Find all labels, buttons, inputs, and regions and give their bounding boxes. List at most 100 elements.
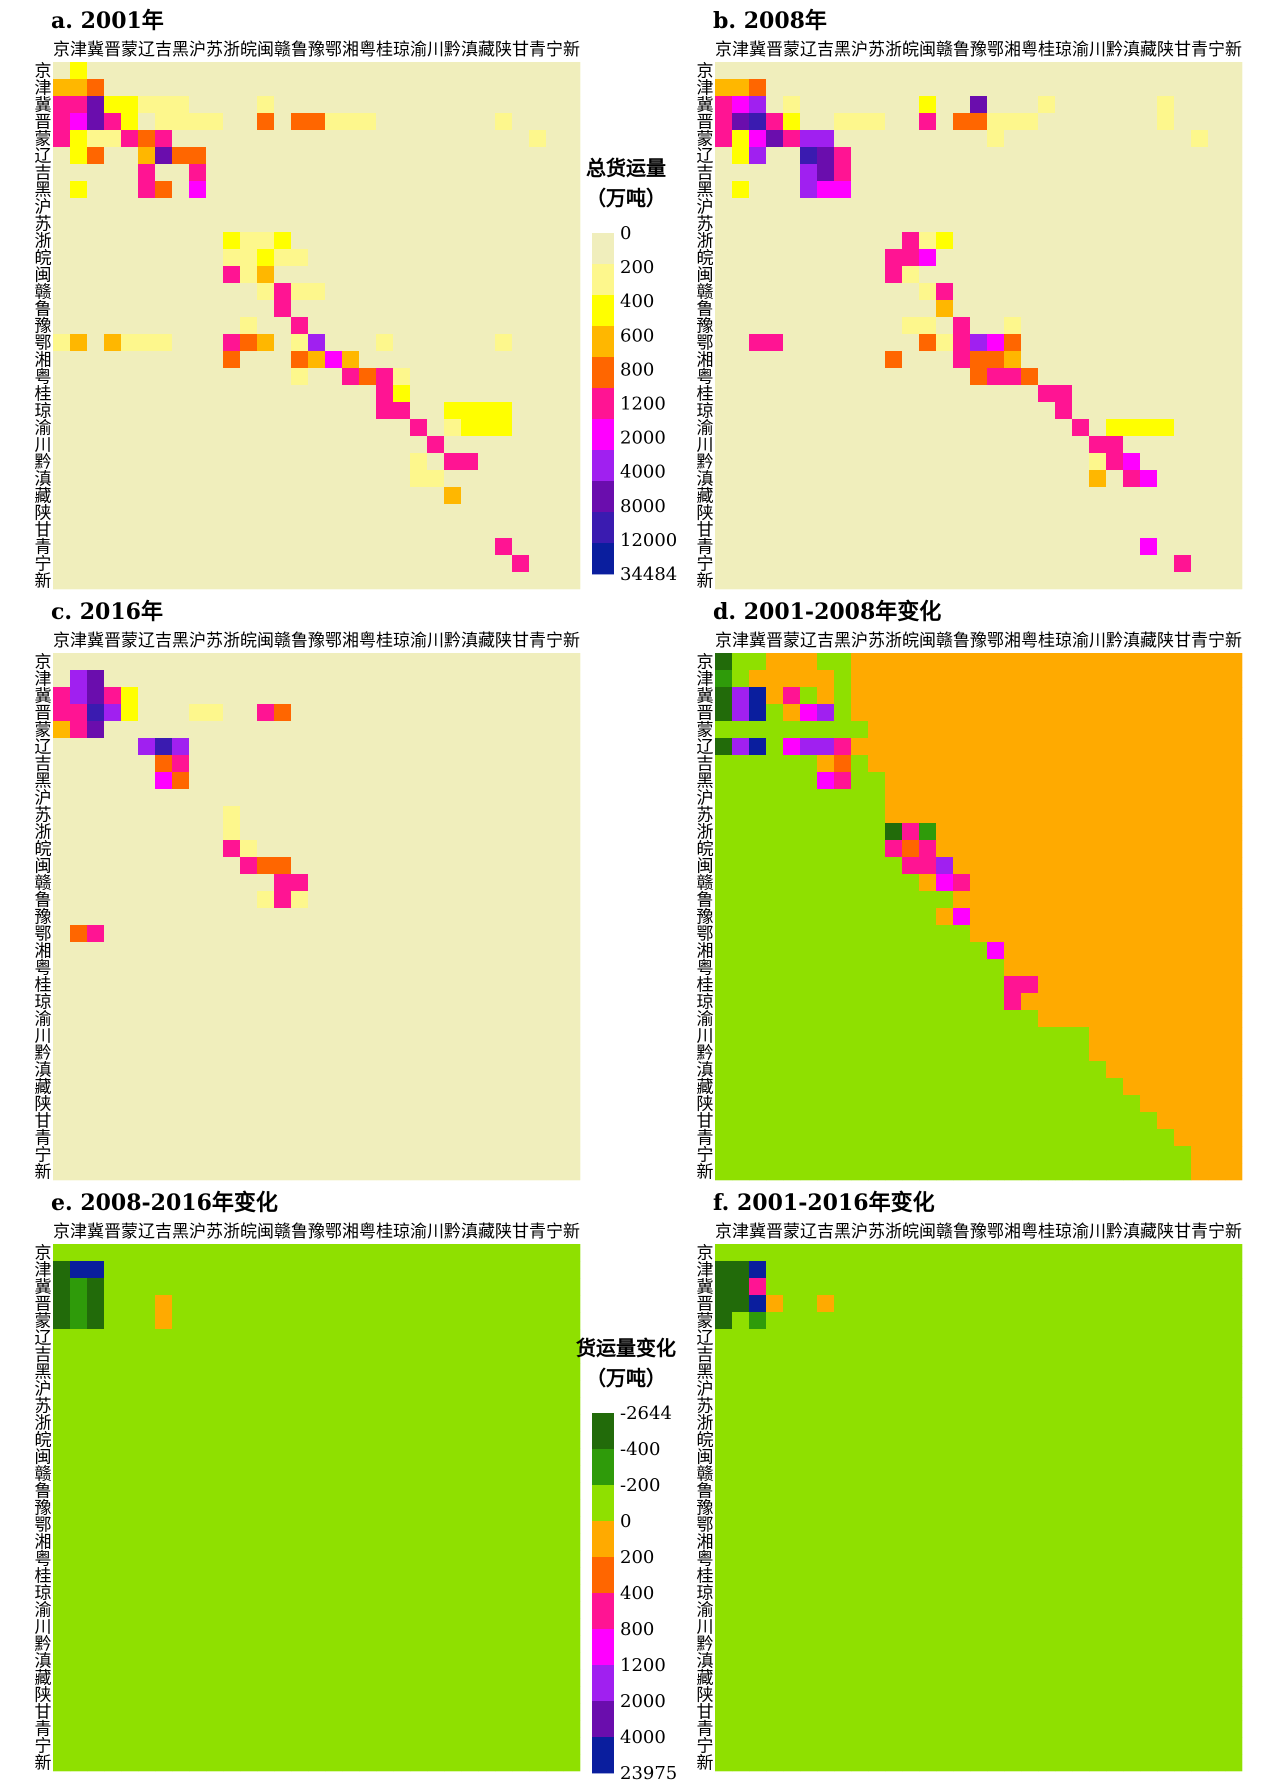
heatmap-cell [376,1278,394,1296]
row-label: 京 [35,653,52,673]
heatmap-cell [104,959,122,977]
heatmap-cell [902,670,920,688]
heatmap-cell [393,130,411,148]
heatmap-cell [1123,1061,1141,1079]
heatmap-cell [223,1533,241,1551]
heatmap-cell [1225,857,1243,875]
heatmap-cell [732,1027,750,1045]
heatmap-cell [1072,96,1090,114]
heatmap-cell [359,1095,377,1113]
heatmap-cell [155,1669,173,1687]
heatmap-cell [800,704,818,722]
heatmap-cell [478,130,496,148]
heatmap-cell [1055,755,1073,773]
heatmap-cell [104,487,122,505]
heatmap-cell [953,232,971,250]
heatmap-cell [800,1027,818,1045]
heatmap-cell [53,755,71,773]
heatmap-cell [308,521,326,539]
heatmap-cell [104,789,122,807]
heatmap-cell [885,789,903,807]
heatmap-cell [240,1027,258,1045]
heatmap-cell [257,755,275,773]
heatmap-cell [461,1078,479,1096]
heatmap-cell [851,1078,869,1096]
heatmap-cell [529,1363,547,1381]
heatmap-cell [155,1686,173,1704]
heatmap-cell [138,1465,156,1483]
heatmap-cell [1004,1061,1022,1079]
heatmap-cell [223,521,241,539]
heatmap-cell [274,908,292,926]
heatmap-cell [512,670,530,688]
heatmap-cell [1225,147,1243,165]
heatmap-cell [172,1499,190,1517]
heatmap-cell [512,572,530,590]
heatmap-cell [240,351,258,369]
heatmap-cell [359,572,377,590]
heatmap-cell [783,1010,801,1028]
heatmap-cell [817,215,835,233]
row-label: 皖 [35,249,52,269]
heatmap-cell [546,1061,564,1079]
heatmap-cell [104,925,122,943]
heatmap-cell [546,1499,564,1517]
heatmap-cell [902,368,920,386]
heatmap-cell [240,96,258,114]
heatmap-cell [1225,925,1243,943]
heatmap-cell [953,402,971,420]
heatmap-cell [223,62,241,80]
heatmap-cell [868,1010,886,1028]
heatmap-cell [851,96,869,114]
heatmap-cell [308,1652,326,1670]
heatmap-cell [172,232,190,250]
heatmap-cell [155,1448,173,1466]
heatmap-cell [376,993,394,1011]
heatmap-cell [223,738,241,756]
heatmap-cell [308,79,326,97]
heatmap-cell [919,1146,937,1164]
column-label: 琼 [393,40,410,60]
heatmap-cell [240,1044,258,1062]
heatmap-cell [546,1312,564,1330]
heatmap-cell [546,1431,564,1449]
heatmap-cell [478,368,496,386]
heatmap-cell [817,521,835,539]
heatmap-cell [495,96,513,114]
heatmap-cell [546,1329,564,1347]
heatmap-cell [393,96,411,114]
heatmap-cell [325,249,343,267]
heatmap-cell [53,351,71,369]
heatmap-cell [546,1397,564,1415]
heatmap-cell [138,1482,156,1500]
heatmap-cell [189,385,207,403]
heatmap-cell [444,1346,462,1364]
heatmap-cell [766,823,784,841]
heatmap-cell [783,1078,801,1096]
row-label: 甘 [697,1112,714,1132]
heatmap-cell [325,181,343,199]
heatmap-cell [868,487,886,505]
heatmap-cell [495,687,513,705]
heatmap-cell [308,317,326,335]
heatmap-cell [359,1448,377,1466]
heatmap-cell [376,1312,394,1330]
row-label: 陕 [697,504,714,524]
heatmap-cell [1208,283,1226,301]
heatmap-cell [1140,572,1158,590]
heatmap-cell [104,721,122,739]
heatmap-cell [868,113,886,131]
heatmap-cell [936,96,954,114]
heatmap-cell [53,470,71,488]
heatmap-cell [512,1635,530,1653]
heatmap-cell [427,572,445,590]
heatmap-cell [410,1112,428,1130]
heatmap-cell [257,402,275,420]
heatmap-cell [189,164,207,182]
heatmap-cell [478,1112,496,1130]
heatmap-cell [342,806,360,824]
heatmap-cell [70,806,88,824]
heatmap-cell [919,959,937,977]
heatmap-cell [749,653,767,671]
heatmap-cell [444,1061,462,1079]
